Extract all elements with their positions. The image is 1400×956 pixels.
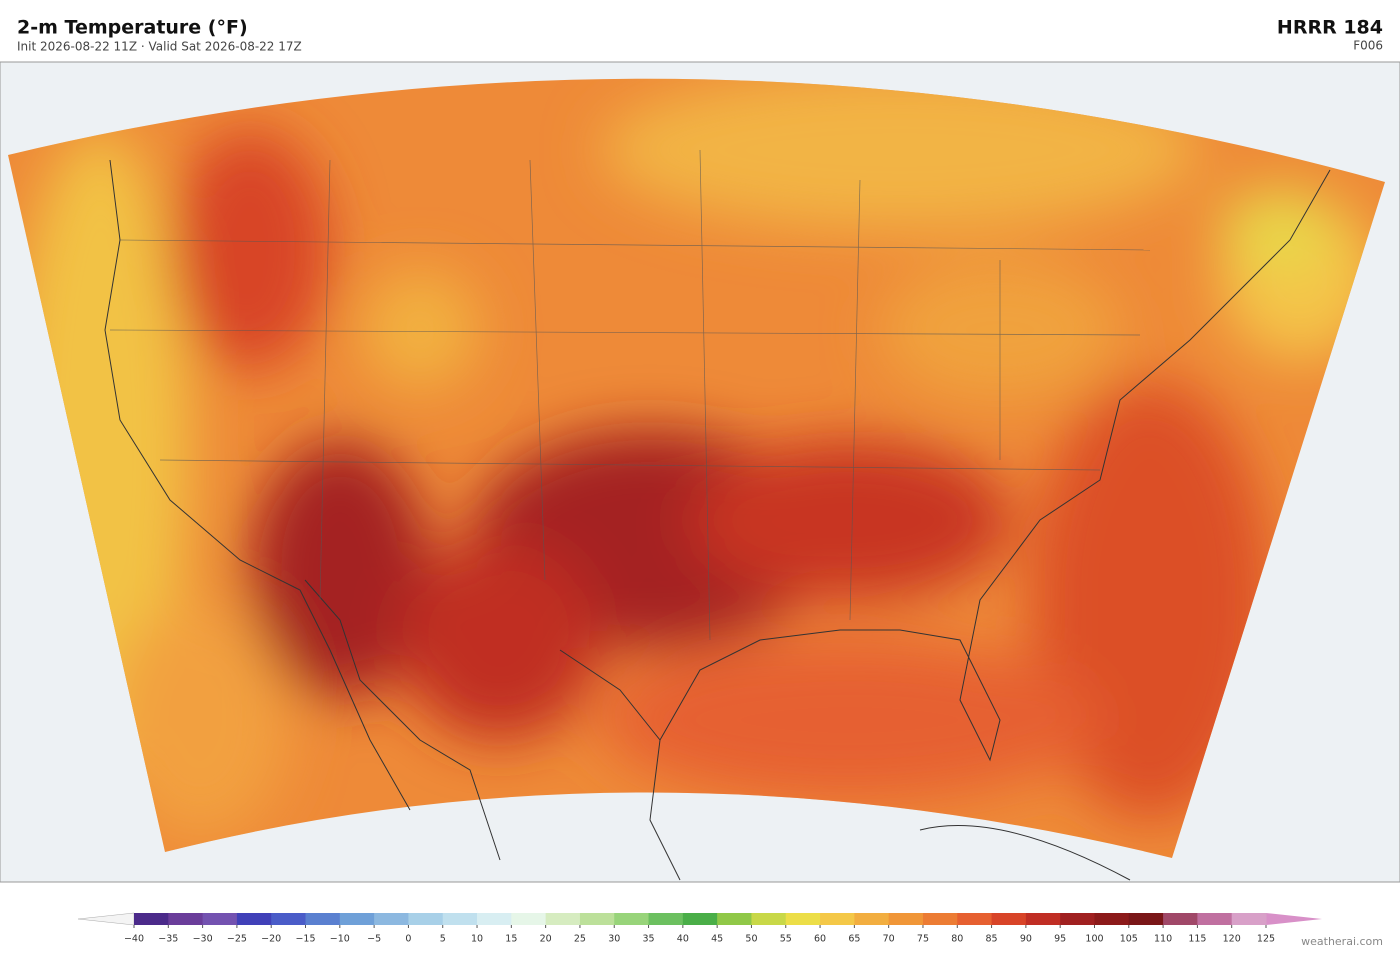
colorbar-tick-label: 90 <box>1020 934 1032 945</box>
colorbar-tick-label: 30 <box>608 934 620 945</box>
colorbar-segment <box>888 913 924 925</box>
colorbar-segment <box>991 913 1027 925</box>
colorbar-segment <box>1197 913 1233 925</box>
colorbar-segment <box>236 913 272 925</box>
colorbar-tick-label: 35 <box>642 934 654 945</box>
colorbar-tick-label: −5 <box>367 934 381 945</box>
colorbar-tick-label: 110 <box>1154 934 1172 945</box>
colorbar-over <box>1266 913 1322 925</box>
colorbar-tick-label: −10 <box>330 934 350 945</box>
colorbar-segment <box>374 913 409 925</box>
colorbar-segment <box>1231 913 1267 925</box>
colorbar-tick-label: 45 <box>711 934 723 945</box>
colorbar-segment <box>648 913 684 925</box>
colorbar-tick-label: −15 <box>295 934 315 945</box>
subtitle: Init 2026-08-22 11Z · Valid Sat 2026-08-… <box>17 40 302 54</box>
colorbar-segment <box>682 913 718 925</box>
colorbar-tick-label: −30 <box>193 934 213 945</box>
forecast-hour: F006 <box>1353 39 1383 53</box>
colorbar-segment <box>1094 913 1130 925</box>
colorbar-segment <box>957 913 993 925</box>
colorbar-tick-label: 105 <box>1120 934 1138 945</box>
colorbar-tick-label: 40 <box>677 934 689 945</box>
temperature-field <box>8 78 1385 858</box>
colorbar-tick-label: 100 <box>1085 934 1103 945</box>
colorbar-tick-label: 60 <box>814 934 826 945</box>
colorbar-segment <box>579 913 615 925</box>
colorbar-segment <box>1128 913 1164 925</box>
colorbar-tick-label: 15 <box>505 934 517 945</box>
colorbar-under <box>77 912 135 926</box>
colorbar-segment <box>922 913 958 925</box>
colorbar-tick-label: 75 <box>917 934 929 945</box>
colorbar-tick-label: 80 <box>951 934 963 945</box>
colorbar-segment <box>134 913 169 925</box>
colorbar-tick-label: 0 <box>405 934 411 945</box>
colorbar: −40 −35 −30 −25 −20 −15 −10 −5 0 5 10 15 20 25 30 35 40 4… <box>77 912 1322 945</box>
colorbar-segment <box>717 913 752 925</box>
colorbar-segment <box>511 913 547 925</box>
colorbar-segment <box>545 913 581 925</box>
colorbar-segment <box>854 913 890 925</box>
colorbar-segment <box>202 913 238 925</box>
borders <box>109 149 1151 641</box>
colorbar-segment <box>408 913 444 925</box>
colorbar-tick-label: 95 <box>1054 934 1066 945</box>
model-label: HRRR 184 <box>1277 17 1383 39</box>
credit: weatherai.com <box>1301 935 1383 948</box>
colorbar-tick-label: −40 <box>124 934 144 945</box>
colorbar-tick-label: 115 <box>1188 934 1206 945</box>
colorbar-tick-label: 50 <box>745 934 757 945</box>
colorbar-tick-label: −20 <box>261 934 281 945</box>
colorbar-segment <box>1060 913 1095 925</box>
colorbar-segment <box>614 913 650 925</box>
colorbar-segment <box>168 913 204 925</box>
colorbar-segment <box>271 913 307 925</box>
colorbar-segment <box>785 913 821 925</box>
colorbar-tick-label: −25 <box>227 934 247 945</box>
colorbar-segment <box>305 913 341 925</box>
title: 2-m Temperature (°F) <box>17 17 248 39</box>
colorbar-tick-label: 120 <box>1223 934 1241 945</box>
colorbar-tick-label: 85 <box>986 934 998 945</box>
colorbar-segment <box>1025 913 1061 925</box>
colorbar-segment <box>339 913 375 925</box>
colorbar-tick-label: 125 <box>1257 934 1275 945</box>
colorbar-tick-label: 65 <box>848 934 860 945</box>
colorbar-segment <box>820 913 855 925</box>
colorbar-tick-label: 10 <box>471 934 483 945</box>
coastlines <box>104 159 1331 881</box>
colorbar-tick-label: 5 <box>440 934 446 945</box>
colorbar-segment <box>477 913 512 925</box>
colorbar-segment <box>1163 913 1198 925</box>
colorbar-segment <box>442 913 478 925</box>
colorbar-tick-label: 25 <box>574 934 586 945</box>
colorbar-tick-label: 55 <box>780 934 792 945</box>
colorbar-segment <box>751 913 787 925</box>
colorbar-tick-label: 70 <box>883 934 895 945</box>
colorbar-tick-label: −35 <box>158 934 178 945</box>
colorbar-tick-label: 20 <box>540 934 552 945</box>
